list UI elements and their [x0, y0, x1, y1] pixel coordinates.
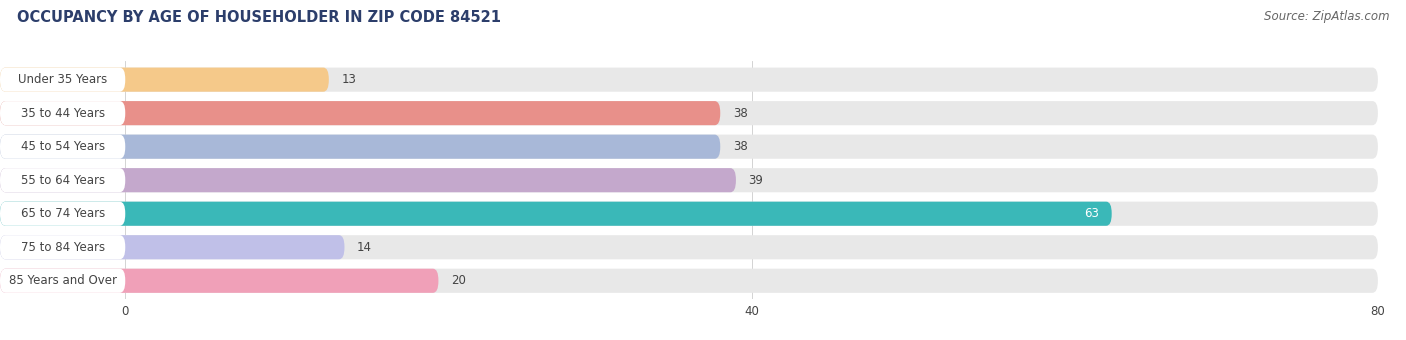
Text: 38: 38 — [733, 107, 748, 120]
Text: Under 35 Years: Under 35 Years — [18, 73, 107, 86]
FancyBboxPatch shape — [0, 235, 344, 259]
Text: 63: 63 — [1084, 207, 1099, 220]
Text: 20: 20 — [451, 274, 465, 287]
FancyBboxPatch shape — [0, 168, 1378, 192]
Text: 38: 38 — [733, 140, 748, 153]
FancyBboxPatch shape — [0, 68, 125, 92]
Text: 75 to 84 Years: 75 to 84 Years — [21, 241, 104, 254]
FancyBboxPatch shape — [0, 168, 735, 192]
Text: 55 to 64 Years: 55 to 64 Years — [21, 174, 104, 187]
FancyBboxPatch shape — [0, 101, 1378, 125]
FancyBboxPatch shape — [0, 202, 125, 226]
Text: Source: ZipAtlas.com: Source: ZipAtlas.com — [1264, 10, 1389, 23]
FancyBboxPatch shape — [0, 269, 125, 293]
FancyBboxPatch shape — [0, 202, 1378, 226]
FancyBboxPatch shape — [0, 235, 125, 259]
FancyBboxPatch shape — [0, 68, 1378, 92]
FancyBboxPatch shape — [0, 101, 720, 125]
FancyBboxPatch shape — [0, 202, 1112, 226]
FancyBboxPatch shape — [0, 135, 125, 159]
FancyBboxPatch shape — [0, 135, 1378, 159]
Text: 14: 14 — [357, 241, 373, 254]
Text: 13: 13 — [342, 73, 356, 86]
Text: 85 Years and Over: 85 Years and Over — [8, 274, 117, 287]
Text: 65 to 74 Years: 65 to 74 Years — [21, 207, 105, 220]
FancyBboxPatch shape — [0, 269, 439, 293]
FancyBboxPatch shape — [0, 235, 1378, 259]
FancyBboxPatch shape — [0, 68, 329, 92]
FancyBboxPatch shape — [0, 269, 1378, 293]
Text: OCCUPANCY BY AGE OF HOUSEHOLDER IN ZIP CODE 84521: OCCUPANCY BY AGE OF HOUSEHOLDER IN ZIP C… — [17, 10, 501, 25]
FancyBboxPatch shape — [0, 168, 125, 192]
Text: 45 to 54 Years: 45 to 54 Years — [21, 140, 104, 153]
FancyBboxPatch shape — [0, 101, 125, 125]
Text: 39: 39 — [748, 174, 763, 187]
Text: 35 to 44 Years: 35 to 44 Years — [21, 107, 104, 120]
FancyBboxPatch shape — [0, 135, 720, 159]
